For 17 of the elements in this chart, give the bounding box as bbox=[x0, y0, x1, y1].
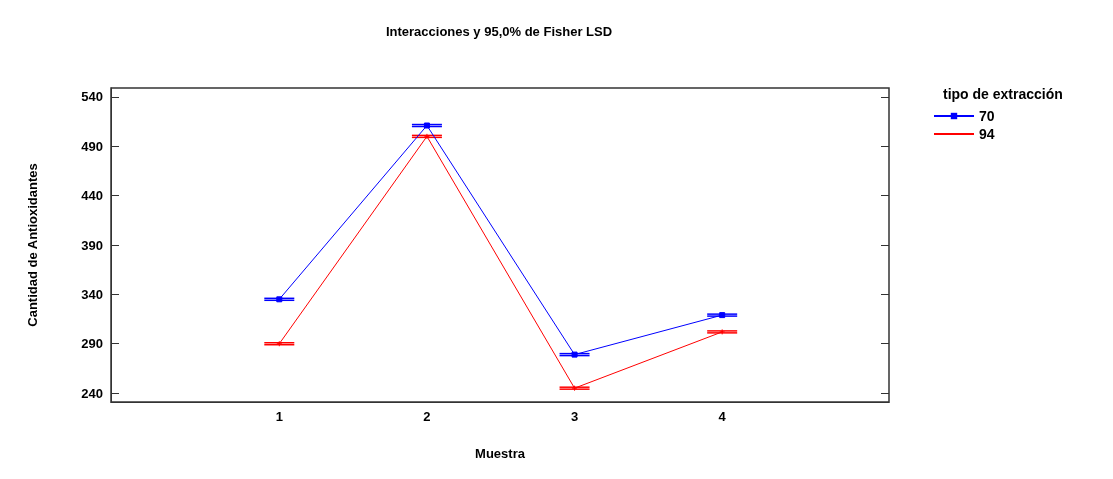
legend-label: 94 bbox=[979, 126, 995, 142]
legend-title: tipo de extracción bbox=[943, 86, 1063, 102]
y-tick-label: 440 bbox=[81, 188, 103, 204]
x-tick-label: 4 bbox=[718, 409, 727, 424]
y-tick-label: 540 bbox=[81, 89, 103, 105]
y-tick-label: 340 bbox=[81, 286, 103, 302]
x-tick-label: 1 bbox=[275, 409, 283, 424]
chart-title: Interacciones y 95,0% de Fisher LSD bbox=[385, 24, 613, 39]
legend-label: 70 bbox=[979, 108, 995, 124]
y-tick-label: 490 bbox=[81, 138, 103, 154]
x-tick-label: 3 bbox=[570, 409, 579, 424]
x-axis-title: Muestra bbox=[475, 446, 526, 461]
y-tick-label: 290 bbox=[81, 336, 103, 352]
x-tick-label: 2 bbox=[423, 409, 431, 424]
y-tick-label: 390 bbox=[81, 237, 103, 253]
y-axis-title: Cantidad de Antioxidantes bbox=[25, 163, 40, 327]
y-tick-label: 240 bbox=[81, 385, 103, 401]
